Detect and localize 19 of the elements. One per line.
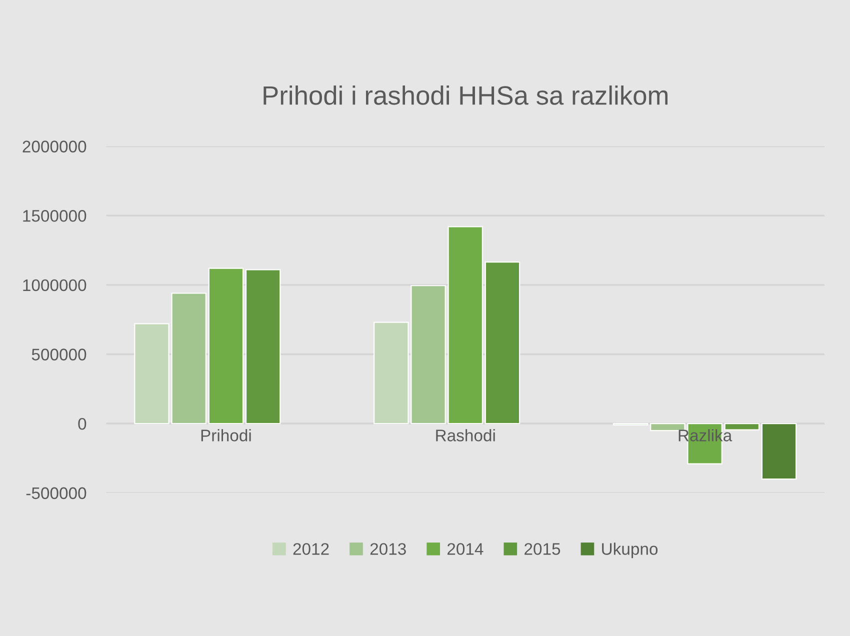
bar [761, 423, 797, 480]
y-tick-label: 0 [78, 418, 86, 430]
y-tick-label: 2000000 [22, 140, 86, 152]
bar [724, 423, 760, 430]
y-tick-label: 500000 [32, 348, 86, 360]
x-tick-label: Rashodi [436, 429, 495, 442]
legend-label: 2013 [370, 543, 406, 555]
y-tick-label: -500000 [26, 487, 86, 500]
legend-label: 2012 [293, 543, 329, 555]
legend-label: 2015 [524, 543, 560, 555]
x-tick-label: Prihodi [201, 429, 251, 442]
y-tick-label: 1500000 [23, 210, 86, 222]
chart-title: Prihodi i rashodi HHSa sa razlikom [264, 85, 668, 105]
bar [208, 268, 244, 424]
bar [484, 261, 520, 424]
legend-label: 2014 [447, 543, 484, 555]
y-tick-label: 1000000 [23, 279, 86, 292]
bar [245, 269, 281, 424]
legend-label: Ukupno [602, 542, 658, 558]
